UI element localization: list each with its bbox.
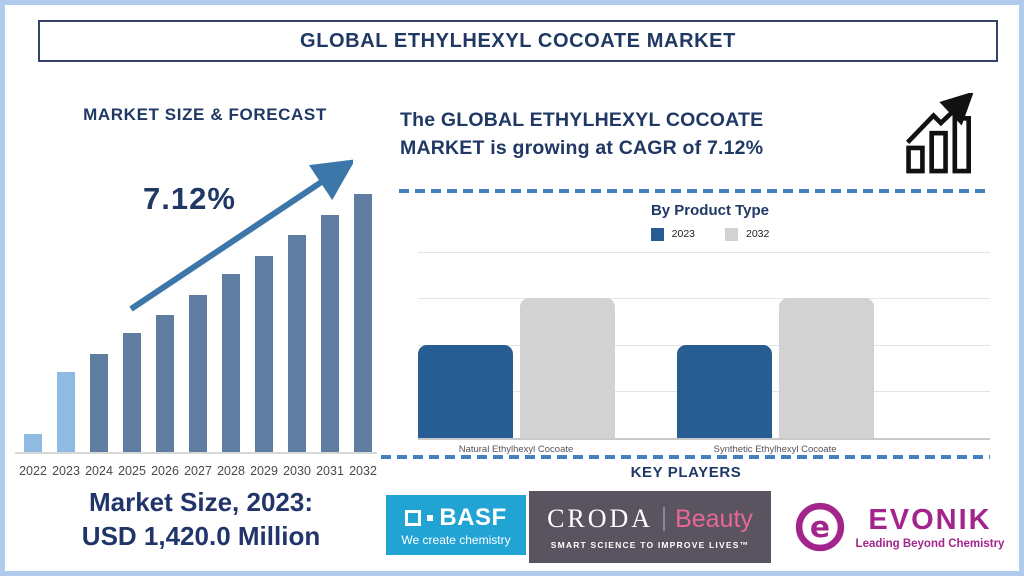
legend-label: 2032 xyxy=(746,228,770,240)
legend-label: 2023 xyxy=(671,228,695,240)
forecast-bar-2025 xyxy=(123,333,141,452)
basf-tagline: We create chemistry xyxy=(401,532,511,547)
legend-swatch-2032 xyxy=(725,227,738,241)
forecast-year-label: 2031 xyxy=(316,464,344,478)
forecast-year-label: 2032 xyxy=(349,464,377,478)
product-bar-2023-1 xyxy=(677,345,772,438)
product-bar-2023-0 xyxy=(418,345,513,438)
forecast-bar-2028 xyxy=(222,274,240,452)
dashed-separator-bottom xyxy=(381,455,990,459)
legend-item-2032: 2032 xyxy=(725,227,770,241)
forecast-bar-2024 xyxy=(90,354,108,452)
forecast-year-label: 2027 xyxy=(184,464,212,478)
forecast-year-label: 2024 xyxy=(85,464,113,478)
croda-divider xyxy=(663,507,666,531)
svg-text:e: e xyxy=(809,510,829,545)
growth-trend-arrow-icon xyxy=(129,159,353,312)
evonik-logo: e EVONIK Leading Beyond Chemistry xyxy=(783,493,1015,561)
forecast-year-label: 2028 xyxy=(217,464,245,478)
basf-dot-icon xyxy=(427,514,434,521)
croda-sub-brand: Beauty xyxy=(675,504,753,533)
basf-wordmark: BASF xyxy=(439,503,507,531)
bar-chart-growth-icon xyxy=(905,93,974,174)
market-size-line1: Market Size, 2023: xyxy=(88,487,313,517)
market-size-forecast-chart xyxy=(15,194,377,454)
evonik-tagline: Leading Beyond Chemistry xyxy=(855,538,1005,550)
product-bar-2032-1 xyxy=(779,298,874,438)
product-type-chart: Natural Ethylhexyl Cocoate Synthetic Ethy… xyxy=(418,252,990,455)
legend-item-2023: 2023 xyxy=(650,227,695,241)
croda-tagline: SMART SCIENCE TO IMPROVE LIVES™ xyxy=(550,540,750,550)
evonik-wordmark: EVONIK xyxy=(868,504,992,536)
forecast-year-label: 2030 xyxy=(283,464,311,478)
forecast-bar-2032 xyxy=(354,194,372,452)
cagr-headline: The GLOBAL ETHYLHEXYL COCOATE MARKET is … xyxy=(400,109,764,159)
page-title: GLOBAL ETHYLHEXYL COCOATE MARKET xyxy=(300,29,736,52)
evonik-e-circle-icon: e xyxy=(795,502,844,552)
market-size-line2: USD 1,420.0 Million xyxy=(81,521,321,552)
forecast-bar-2023 xyxy=(57,372,75,452)
forecast-bar-2026 xyxy=(156,315,174,452)
forecast-bar-2029 xyxy=(255,256,273,452)
forecast-bar-2027 xyxy=(189,295,207,452)
forecast-bar-2030 xyxy=(288,235,306,452)
cagr-value-label: 7.12% xyxy=(143,181,236,216)
product-type-chart-title: By Product Type xyxy=(650,202,770,219)
dashed-separator-top xyxy=(399,189,990,193)
croda-logo: CRODA Beauty SMART SCIENCE TO IMPROVE LI… xyxy=(529,491,771,563)
forecast-bar-2022 xyxy=(24,434,42,452)
legend-swatch-2023 xyxy=(650,227,664,241)
forecast-year-label: 2029 xyxy=(250,464,278,478)
basf-logo: BASF We create chemistry xyxy=(386,495,526,555)
market-size-callout: Market Size, 2023: USD 1,420.0 Million xyxy=(33,485,369,554)
key-players-heading: KEY PLAYERS xyxy=(630,464,742,481)
title-banner: GLOBAL ETHYLHEXYL COCOATE MARKET xyxy=(38,20,998,62)
forecast-chart-x-axis: 2022 2023 2024 2025 2026 2027 2028 2029 2030 2031… xyxy=(15,464,377,480)
product-category-label: Synthetic Ethylhexyl Cocoate xyxy=(713,444,837,455)
forecast-year-label: 2022 xyxy=(19,464,47,478)
forecast-year-label: 2025 xyxy=(118,464,146,478)
product-type-chart-legend: 2023 2032 xyxy=(430,226,990,242)
forecast-bar-2031 xyxy=(321,215,339,452)
forecast-chart-heading: MARKET SIZE & FORECAST xyxy=(83,105,327,124)
basf-square-icon xyxy=(405,509,422,526)
forecast-year-label: 2026 xyxy=(151,464,179,478)
product-bar-2032-0 xyxy=(520,298,615,438)
gridline xyxy=(418,298,990,299)
gridline xyxy=(418,252,990,253)
product-category-label: Natural Ethylhexyl Cocoate xyxy=(458,444,574,455)
forecast-year-label: 2023 xyxy=(52,464,80,478)
croda-wordmark: CRODA xyxy=(547,504,654,533)
